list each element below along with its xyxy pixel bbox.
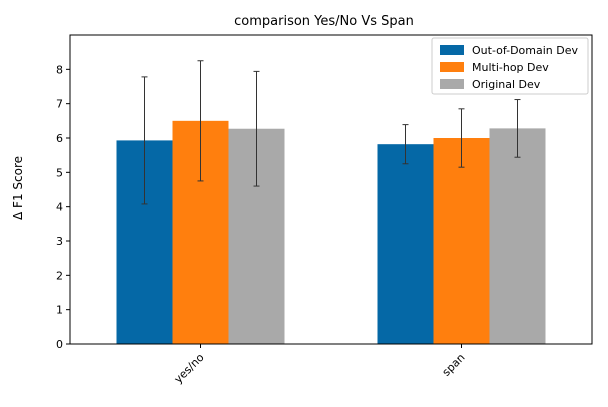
- legend-swatch: [440, 62, 464, 72]
- legend-box: [431, 37, 589, 95]
- chart-title: comparison Yes/No Vs Span: [234, 14, 414, 29]
- bar: [489, 128, 546, 344]
- bar: [433, 138, 490, 344]
- y-tick-label: 7: [56, 98, 63, 111]
- y-tick-label: 2: [56, 269, 63, 282]
- y-tick-label: 0: [56, 338, 63, 351]
- x-axis: yes/no span: [172, 344, 468, 386]
- y-tick-label: 4: [56, 201, 63, 214]
- y-tick-label: 3: [56, 235, 63, 248]
- y-tick-label: 1: [56, 304, 63, 317]
- y-tick-label: 8: [56, 63, 63, 76]
- bar: [377, 144, 434, 344]
- plot-frame: [69, 34, 593, 345]
- y-tick-label: 5: [56, 166, 63, 179]
- legend: Out-of-Domain Dev Multi-hop Dev Original D…: [431, 37, 589, 95]
- legend-label: Original Dev: [472, 78, 541, 91]
- legend-swatch: [440, 79, 464, 89]
- x-tick-label: span: [440, 351, 468, 379]
- y-tick-label: 6: [56, 132, 63, 145]
- x-tick-label: yes/no: [172, 351, 207, 386]
- legend-label: Multi-hop Dev: [472, 61, 549, 74]
- legend-label: Out-of-Domain Dev: [472, 44, 579, 57]
- legend-swatch: [440, 45, 464, 55]
- y-axis-label: Δ F1 Score: [11, 156, 25, 220]
- y-axis: 0 1 2 3 4 5 6 7 8: [56, 63, 70, 351]
- bars-group: [116, 60, 546, 344]
